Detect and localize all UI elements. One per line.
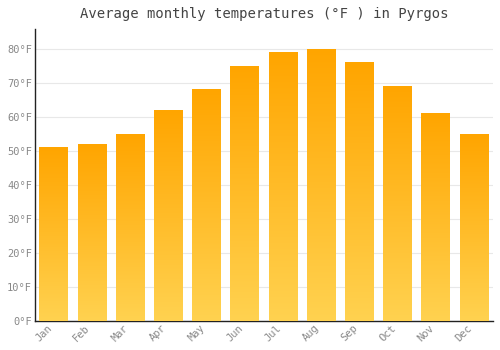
Title: Average monthly temperatures (°F ) in Pyrgos: Average monthly temperatures (°F ) in Py… — [80, 7, 448, 21]
